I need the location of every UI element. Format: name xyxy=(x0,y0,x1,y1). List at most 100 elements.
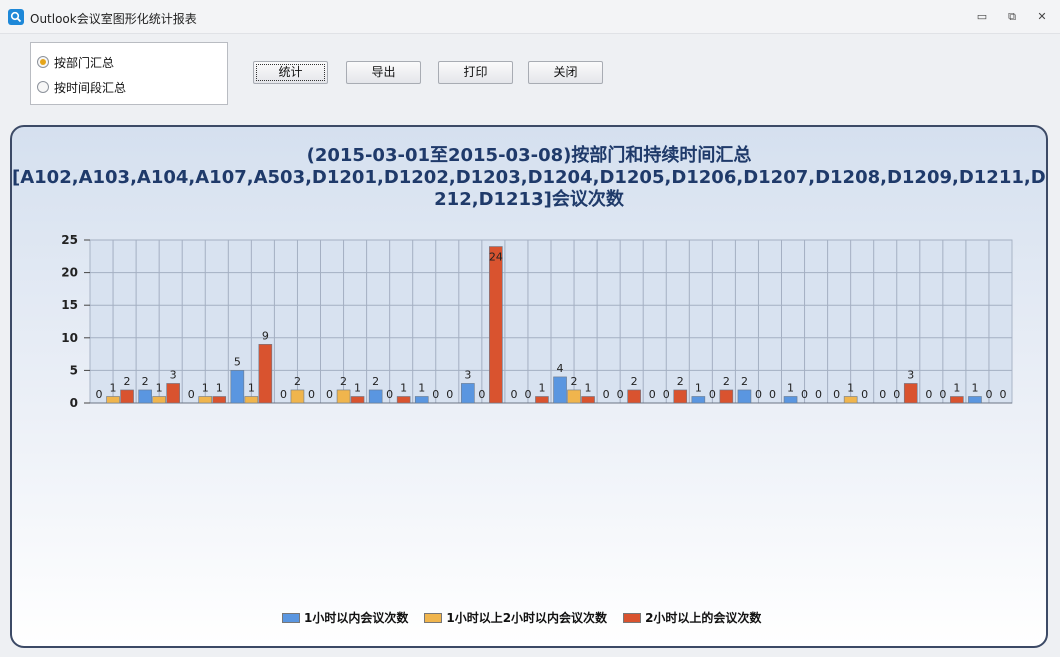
bar-value-label: 1 xyxy=(400,381,407,394)
minimize-button[interactable]: ▭ xyxy=(976,10,988,23)
bar-value-label: 0 xyxy=(308,388,315,401)
radio-checked-icon[interactable] xyxy=(37,56,49,68)
bar-value-label: 1 xyxy=(110,381,117,394)
print-button[interactable]: 打印 xyxy=(438,61,513,84)
title-bar: Outlook会议室图形化统计报表 ▭ ⧉ ✕ xyxy=(0,0,1060,34)
bar-value-label: 1 xyxy=(787,381,794,394)
bar-value-label: 1 xyxy=(418,381,425,394)
chart-title: (2015-03-01至2015-03-08)按部门和持续时间汇总 [A102,… xyxy=(12,145,1046,211)
bar-value-label: 1 xyxy=(695,381,702,394)
bar-value-label: 1 xyxy=(354,381,361,394)
bar-value-label: 1 xyxy=(847,381,854,394)
bar-series-3 xyxy=(627,389,641,404)
close-window-button[interactable]: ✕ xyxy=(1037,10,1047,23)
restore-button[interactable]: ⧉ xyxy=(1008,10,1016,23)
bar-value-label: 2 xyxy=(294,375,301,388)
bar-series-2 xyxy=(152,396,166,404)
bar-series-3 xyxy=(120,389,134,404)
bar-value-label: 1 xyxy=(216,381,223,394)
bar-series-2 xyxy=(290,389,305,404)
bar-value-label: 0 xyxy=(188,388,195,401)
bar-series-1 xyxy=(691,396,706,404)
chart-title-line-1: (2015-03-01至2015-03-08)按部门和持续时间汇总 xyxy=(306,145,752,166)
bar-value-label: 2 xyxy=(723,375,730,388)
stats-button[interactable]: 统计 xyxy=(253,61,328,84)
legend-swatch-series-3 xyxy=(623,612,642,623)
y-tick-label: 10 xyxy=(61,331,78,345)
bar-series-2 xyxy=(567,389,581,404)
bar-series-3 xyxy=(950,396,964,404)
bar-value-label: 1 xyxy=(971,381,978,394)
chart-panel: (2015-03-01至2015-03-08)按部门和持续时间汇总 [A102,… xyxy=(10,125,1048,648)
bar-value-label: 0 xyxy=(524,388,531,401)
bar-value-label: 0 xyxy=(510,388,517,401)
legend-item-series-1: 1小时以内会议次数 xyxy=(282,609,408,626)
window-title: Outlook会议室图形化统计报表 xyxy=(30,12,197,26)
bar-value-label: 0 xyxy=(833,388,840,401)
bar-series-1 xyxy=(737,389,752,404)
legend-label-series-2: 1小时以上2小时以内会议次数 xyxy=(446,611,608,625)
summary-mode-group: 按部门汇总 按时间段汇总 xyxy=(30,42,228,105)
bar-value-label: 0 xyxy=(755,388,762,401)
bar-value-label: 2 xyxy=(571,375,578,388)
legend-label-series-1: 1小时以内会议次数 xyxy=(304,611,409,625)
export-button[interactable]: 导出 xyxy=(346,61,421,84)
bar-series-2 xyxy=(244,396,259,404)
bar-value-label: 0 xyxy=(769,388,776,401)
bar-series-3 xyxy=(903,383,918,404)
radio-unchecked-icon[interactable] xyxy=(37,81,49,93)
bar-value-label: 0 xyxy=(649,388,656,401)
bar-value-label: 0 xyxy=(893,388,900,401)
bar-value-label: 0 xyxy=(280,388,287,401)
bar-value-label: 2 xyxy=(142,375,149,388)
bar-value-label: 5 xyxy=(234,355,241,368)
bar-value-label: 0 xyxy=(432,388,439,401)
bar-value-label: 2 xyxy=(741,375,748,388)
bar-series-1 xyxy=(230,370,245,404)
bar-value-label: 0 xyxy=(999,388,1006,401)
legend-label-series-3: 2小时以上的会议次数 xyxy=(645,611,762,625)
y-tick-label: 20 xyxy=(61,266,78,280)
bar-value-label: 0 xyxy=(861,388,868,401)
bar-value-label: 2 xyxy=(340,375,347,388)
bar-value-label: 0 xyxy=(386,388,393,401)
bar-series-3 xyxy=(719,389,734,404)
bar-value-label: 0 xyxy=(939,388,946,401)
bar-series-1 xyxy=(968,396,982,404)
radio-by-department[interactable]: 按部门汇总 xyxy=(37,53,114,71)
bar-value-label: 24 xyxy=(489,251,503,264)
bar-value-label: 0 xyxy=(603,388,610,401)
bar-series-3 xyxy=(166,383,180,404)
bar-series-1 xyxy=(783,396,798,404)
close-button[interactable]: 关闭 xyxy=(528,61,603,84)
bar-series-2 xyxy=(843,396,858,404)
chart-legend: 1小时以内会议次数 1小时以上2小时以内会议次数 2小时以上的会议次数 xyxy=(282,609,777,626)
radio-by-time-period-label: 按时间段汇总 xyxy=(54,80,127,95)
bar-series-1 xyxy=(368,389,383,404)
bar-value-label: 0 xyxy=(617,388,624,401)
bar-series-3 xyxy=(212,396,227,404)
radio-by-department-label: 按部门汇总 xyxy=(54,55,115,70)
bar-series-2 xyxy=(198,396,213,404)
radio-by-time-period[interactable]: 按时间段汇总 xyxy=(37,78,126,96)
y-tick-label: 5 xyxy=(70,363,78,377)
bar-value-label: 0 xyxy=(326,388,333,401)
bar-series-3 xyxy=(581,396,595,404)
bar-value-label: 2 xyxy=(677,375,684,388)
bar-value-label: 0 xyxy=(925,388,932,401)
bar-value-label: 2 xyxy=(372,375,379,388)
bar-value-label: 4 xyxy=(557,362,564,375)
bar-series-1 xyxy=(461,383,475,404)
bar-value-label: 0 xyxy=(478,388,485,401)
bar-value-label: 3 xyxy=(464,368,471,381)
bar-series-2 xyxy=(336,389,351,404)
bar-value-label: 0 xyxy=(709,388,716,401)
bar-value-label: 1 xyxy=(202,381,209,394)
y-tick-label: 0 xyxy=(70,396,78,410)
bar-value-label: 2 xyxy=(124,375,131,388)
bar-value-label: 1 xyxy=(248,381,255,394)
bar-series-1 xyxy=(414,396,429,404)
bar-value-label: 1 xyxy=(585,381,592,394)
bar-value-label: 1 xyxy=(953,381,960,394)
bar-value-label: 0 xyxy=(815,388,822,401)
